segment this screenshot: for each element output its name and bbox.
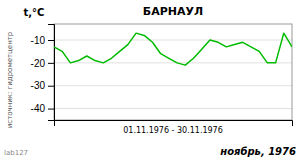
plot-frame <box>54 24 292 120</box>
y-tick-label: -30 <box>31 80 46 91</box>
y-axis-title: t,°C <box>24 7 45 18</box>
x-axis-title: 01.11.1976 - 30.11.1976 <box>123 126 223 135</box>
footer: ноябрь, 1976 <box>220 146 296 157</box>
watermark: lab127 <box>4 149 28 157</box>
y-tick-mark <box>48 63 54 64</box>
y-axis: -40 -30 -20 -10 <box>31 25 55 121</box>
y-tick-label: -40 <box>31 103 46 114</box>
y-axis-line <box>48 25 55 121</box>
temperature-line <box>54 33 292 65</box>
title: БАРНАУЛ <box>143 5 203 18</box>
y-tick-mark <box>48 86 54 87</box>
y-tick-mark <box>48 109 54 110</box>
y-tick-label: -20 <box>31 58 46 69</box>
series <box>54 33 292 65</box>
y-tick: -10 <box>31 35 54 46</box>
grid-line <box>54 62 292 63</box>
y-tick: -20 <box>31 58 54 69</box>
y-tick: -40 <box>31 103 54 114</box>
chart: -40 -30 -20 -10 БАРНАУЛ t,°C 01.11.1976 - 30.1… <box>0 0 300 160</box>
grid-line <box>54 85 292 86</box>
y-tick-mark <box>48 40 54 41</box>
grid-line <box>54 108 292 109</box>
y-tick: -30 <box>31 80 54 91</box>
plot-area: -40 -30 -20 -10 <box>31 24 293 126</box>
source-label: источник: гидрометцентр <box>6 31 14 128</box>
grid-line <box>54 40 292 41</box>
y-tick-label: -10 <box>31 35 46 46</box>
